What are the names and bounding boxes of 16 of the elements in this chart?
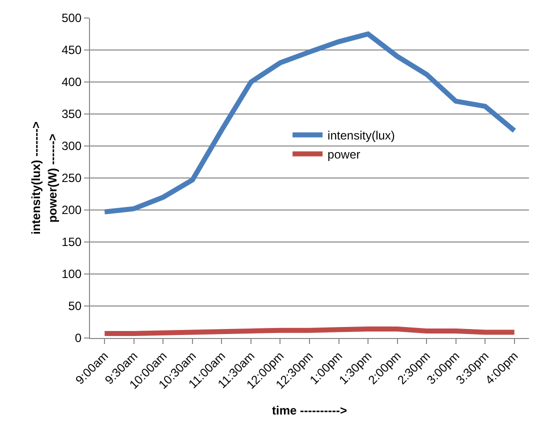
y-tick-label: 300	[62, 139, 82, 154]
y-tick-label: 400	[62, 75, 82, 90]
y-tick-label: 250	[62, 171, 82, 186]
x-axis-title: time ---------->	[272, 404, 347, 418]
y-tick-label: 450	[62, 43, 82, 58]
y-tick-label: 350	[62, 107, 82, 122]
y-axis-title: intensity(lux) ------->	[28, 122, 43, 234]
legend-label: power	[328, 148, 360, 162]
legend-label: intensity(lux)	[328, 128, 395, 143]
y-tick-label: 0	[74, 331, 82, 346]
text: power(W) ------>	[46, 134, 60, 223]
y-tick-label: 150	[62, 235, 82, 250]
y-tick-label: 200	[62, 203, 82, 218]
y-tick-label: 50	[68, 299, 82, 314]
y-tick-label: 100	[62, 267, 82, 282]
y-tick-label: 500	[62, 11, 82, 26]
